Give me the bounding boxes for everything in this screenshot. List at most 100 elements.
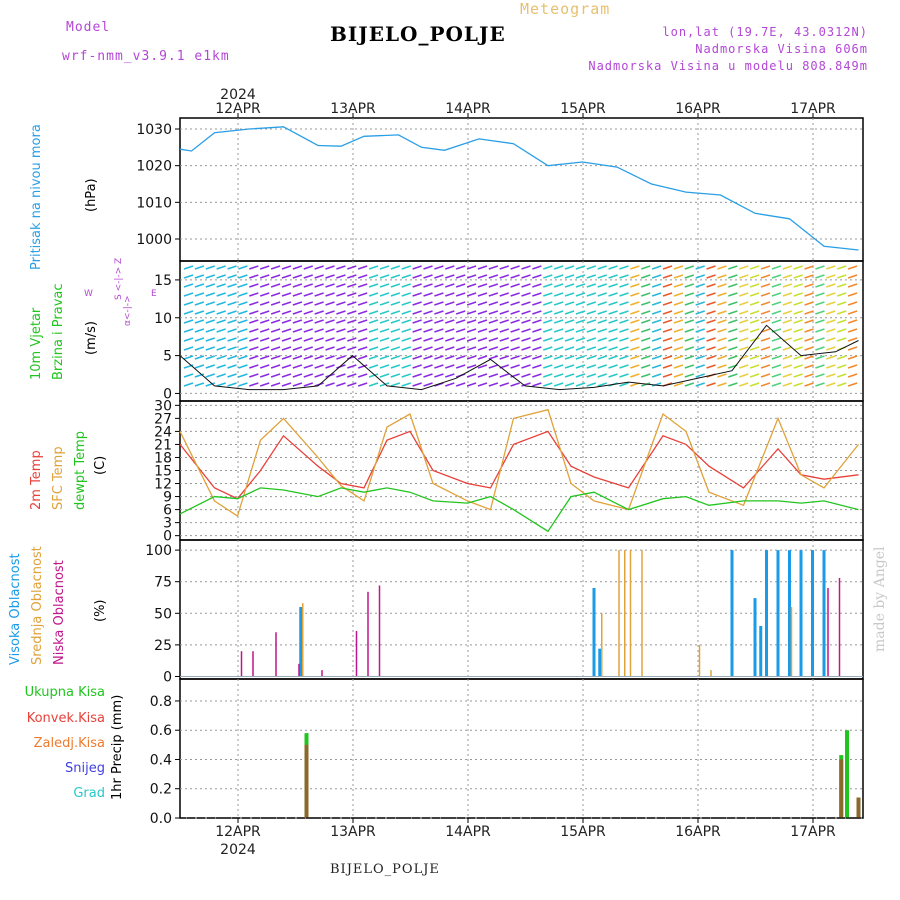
wind-barb (684, 310, 695, 315)
wind-barb (249, 265, 259, 270)
wind-barb (575, 364, 586, 369)
wind-barb (597, 274, 607, 279)
wind-barb (684, 373, 695, 378)
wind-barb (238, 373, 248, 378)
wind-barb (281, 364, 292, 369)
wind-barb (499, 346, 509, 351)
wind-barb (205, 355, 216, 360)
wind-barb (738, 337, 749, 342)
wind-barb (238, 355, 248, 360)
wind-barb (717, 382, 727, 387)
wind-barb (270, 310, 281, 315)
wind-barb (488, 373, 499, 378)
wind-barb (564, 283, 575, 288)
wind-barb (619, 373, 629, 378)
wind-barb (314, 310, 324, 315)
wind-barb (630, 274, 640, 279)
wind-barb (379, 346, 390, 351)
wind-barb (303, 337, 314, 342)
wind-barb (608, 292, 618, 297)
wind-barb (532, 355, 542, 360)
wind-barb (194, 337, 205, 342)
panel-pressure (179, 117, 864, 262)
wind-barb (477, 337, 488, 342)
wind-barb (521, 328, 531, 333)
wind-barb (738, 292, 749, 297)
wind-barb (619, 292, 629, 297)
wind-barb (379, 301, 390, 306)
wind-barb (477, 301, 488, 306)
wind-barb (314, 274, 324, 279)
wind-barb (488, 274, 499, 279)
wind-barb (608, 346, 618, 351)
wind-barb (227, 283, 237, 288)
wind-barb (357, 274, 368, 279)
wind-barb (641, 283, 651, 288)
wind-barb (259, 265, 270, 270)
wind-barb (270, 283, 281, 288)
wind-barb (673, 355, 684, 360)
wind-barb (782, 364, 793, 369)
wind-barb (368, 364, 379, 369)
wind-barb (673, 346, 684, 351)
wind-barb (445, 382, 455, 387)
wind-barb (771, 373, 782, 378)
wind-barb (641, 310, 651, 315)
wind-barb (455, 319, 466, 324)
wind-barb (423, 373, 433, 378)
wind-barb (749, 355, 760, 360)
wind-barb (749, 382, 760, 387)
wind-barb (216, 319, 226, 324)
wind-barb (847, 346, 858, 351)
wind-barb (564, 301, 575, 306)
wind-barb (543, 283, 553, 288)
wind-barb (760, 319, 771, 324)
wind-barb (259, 346, 270, 351)
wind-barb (249, 310, 259, 315)
wind-barb (673, 373, 684, 378)
wind-barb (815, 292, 825, 297)
wind-barb (564, 382, 575, 387)
wind-barb (259, 373, 270, 378)
wind-barb (336, 382, 346, 387)
wind-barb (401, 373, 411, 378)
wind-barb (826, 373, 836, 378)
wind-barb (314, 319, 324, 324)
wind-barb (662, 283, 673, 288)
wind-barb (782, 274, 793, 279)
wind-barb (543, 355, 553, 360)
wind-barb (575, 310, 586, 315)
wind-barb (238, 265, 248, 270)
wind-barb (347, 301, 357, 306)
gridlines (175, 113, 863, 823)
wind-barb (259, 328, 270, 333)
wind-barb (238, 382, 248, 387)
wind-barb (488, 355, 499, 360)
wind-barb (575, 373, 586, 378)
wind-barb (379, 310, 390, 315)
wind-barb (630, 283, 640, 288)
wind-barb (423, 292, 433, 297)
wind-barb (499, 301, 509, 306)
wind-barb (564, 355, 575, 360)
wind-barb (445, 319, 455, 324)
wind-barb (575, 382, 586, 387)
wind-barb (543, 364, 553, 369)
wind-barb (717, 328, 727, 333)
wind-barb (608, 301, 618, 306)
wind-barb (455, 346, 466, 351)
temp-line-0 (179, 430, 859, 500)
wind-barb (706, 337, 716, 342)
wind-barb (695, 355, 705, 360)
wind-barb (423, 283, 433, 288)
wind-barb (553, 283, 564, 288)
wind-barb (684, 274, 695, 279)
wind-barb (281, 382, 292, 387)
wind-barb (183, 301, 194, 306)
wind-barb (597, 346, 607, 351)
wind-barb (651, 301, 662, 306)
wind-barb (357, 301, 368, 306)
wind-barb (815, 274, 825, 279)
top-day-label: 14APR (445, 101, 491, 117)
wind-barb (826, 364, 836, 369)
